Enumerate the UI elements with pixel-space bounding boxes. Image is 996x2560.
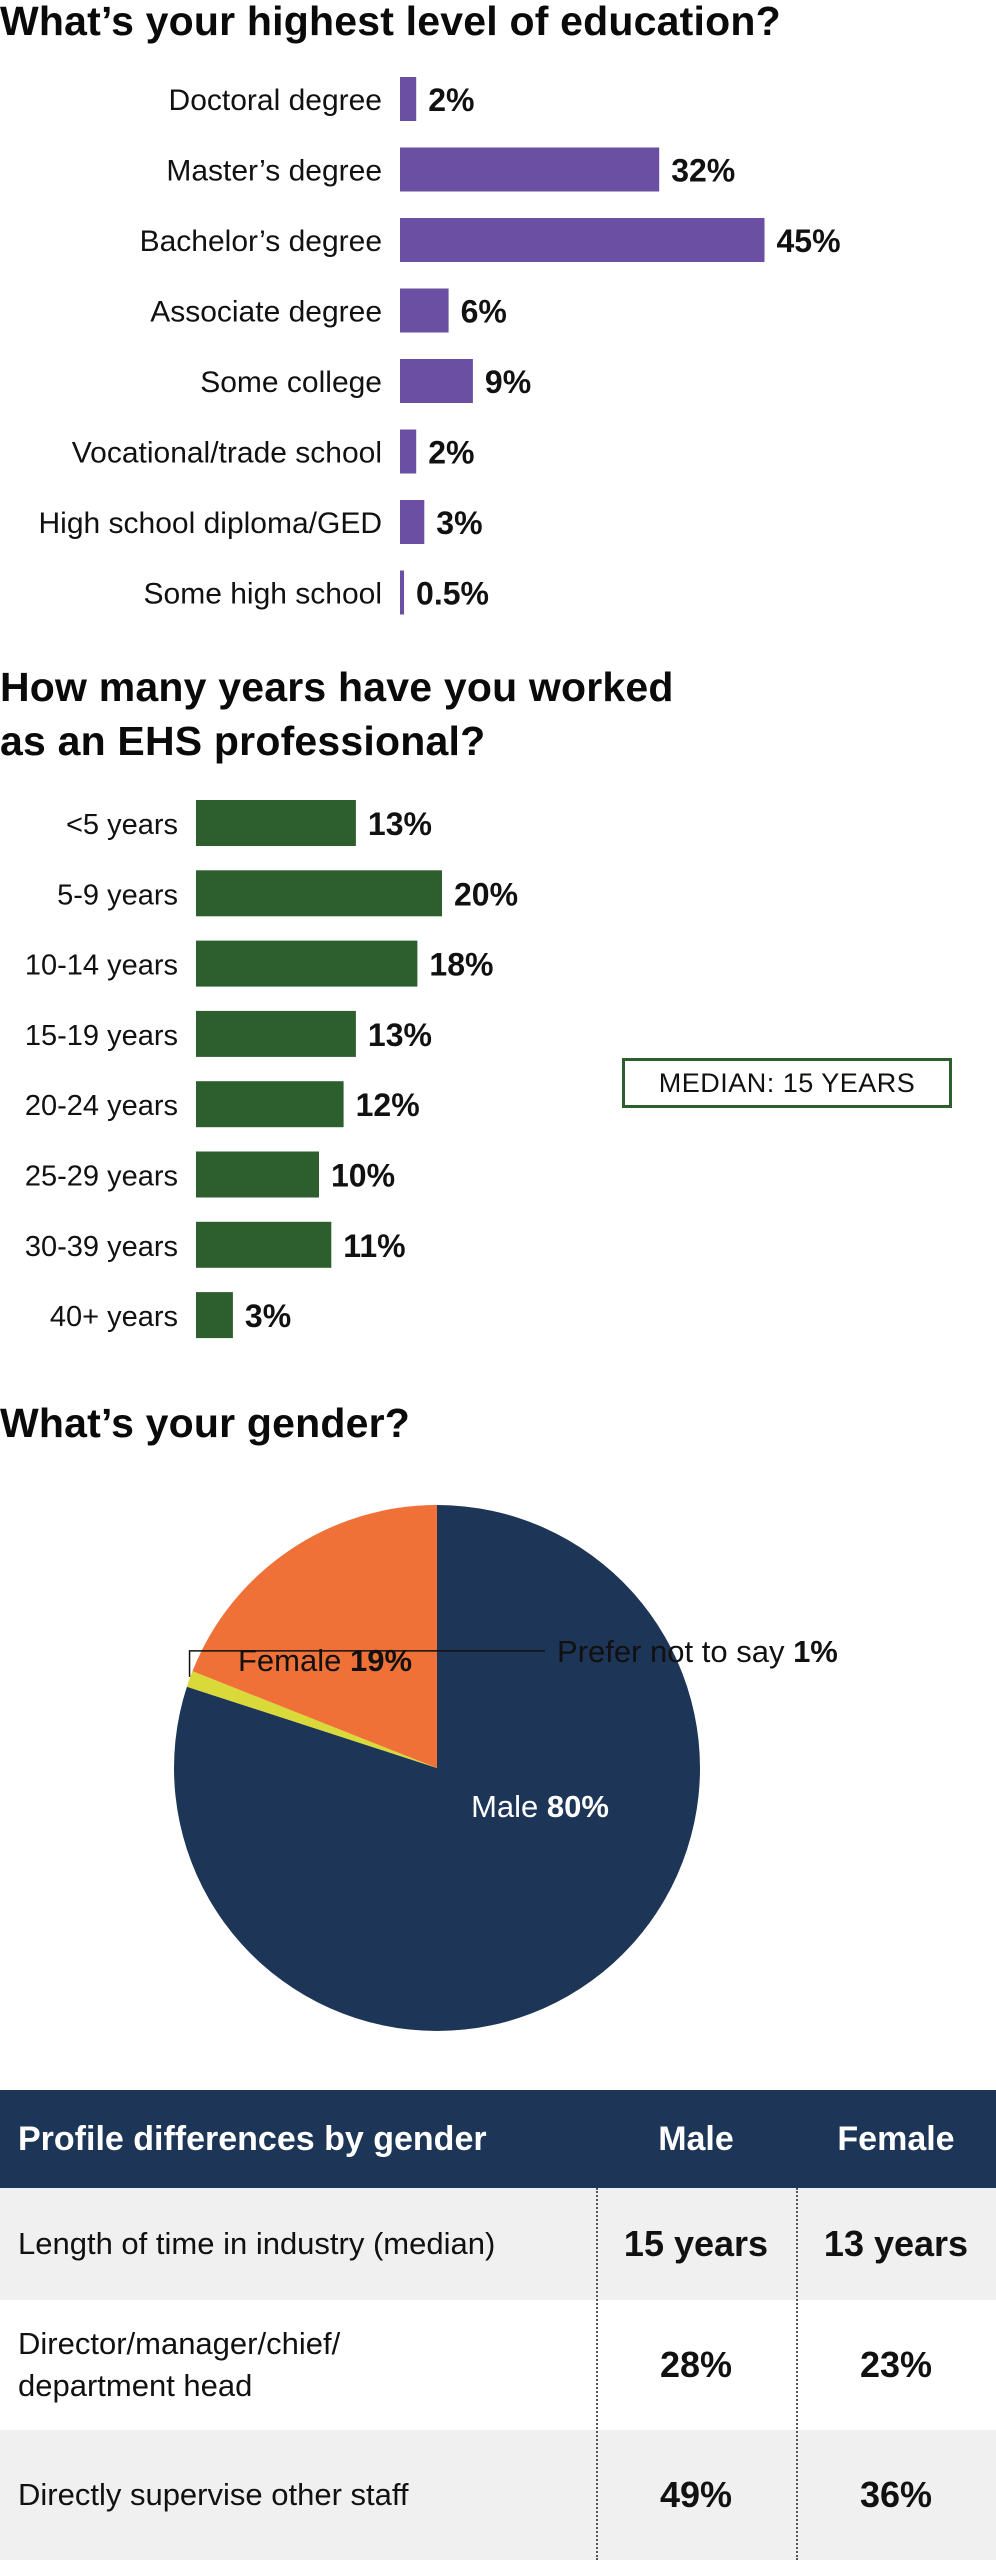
experience-category-label: 25-29 years [25,1161,178,1193]
row-label: Directly supervise other staff [18,2477,409,2512]
gender-pie-chart: Male 80% Female 19% Prefer not to say 1% [174,1505,838,2031]
education-value-label: 45% [777,223,841,259]
experience-value-label: 10% [331,1158,395,1194]
education-category-label: Master’s degree [166,155,382,188]
education-value-label: 2% [428,435,474,471]
experience-heading-line2: as an EHS professional? [0,718,486,764]
table-header-profile: Profile differences by gender [18,2119,487,2158]
experience-bar [196,1081,344,1128]
education-value-label: 2% [428,82,474,118]
experience-value-label: 13% [368,806,432,842]
row-female-value: 36% [859,2474,933,2515]
experience-bar [196,800,356,846]
experience-bar-chart: <5 years 13% 5-9 years 20% 10-14 years 18% 15-… [25,800,518,1339]
experience-value-label: 20% [454,876,518,912]
education-bar [400,500,425,544]
table-row: Length of time in industry (median) 15 y… [0,2188,996,2300]
experience-heading-line1: How many years have you worked [0,664,674,710]
experience-category-label: 30-39 years [25,1231,178,1263]
pie-slice-prefer-not-to-say [186,1671,437,1768]
experience-value-label: 3% [245,1298,291,1334]
education-value-label: 32% [671,153,735,189]
experience-value-label: 13% [368,1017,432,1053]
experience-category-label: <5 years [66,809,178,841]
education-bar [400,570,405,615]
row-male-value: 28% [659,2344,733,2385]
pie-leader-line [188,1650,545,1677]
row-male-value: 49% [659,2474,733,2515]
education-value-label: 3% [436,505,482,541]
education-bar [400,218,765,262]
table-header-male: Male [658,2119,734,2158]
education-category-label: High school diploma/GED [39,507,383,540]
row-label: Director/manager/chief/ department head [18,2326,341,2403]
experience-bar [196,1151,319,1198]
education-value-label: 0.5% [416,576,489,612]
pie-slice-female [192,1505,437,1768]
column-divider [596,2188,598,2560]
education-bar [400,288,449,333]
experience-category-label: 5-9 years [57,879,178,911]
experience-bar [196,870,442,917]
education-category-label: Associate degree [150,296,382,329]
column-divider [796,2188,798,2560]
table-row: Director/manager/chief/ department head … [0,2300,996,2430]
experience-category-label: 10-14 years [25,950,178,982]
education-bar [400,429,417,474]
education-bar-chart: Doctoral degree 2% Master’s degree 32% Bache… [39,77,841,615]
experience-category-label: 20-24 years [25,1090,178,1122]
gender-profile-table: Profile differences by gender Male Femal… [0,2090,996,2560]
pie-label-male: Male 80% [471,1789,609,1824]
experience-bar [196,1292,233,1339]
table-row: Directly supervise other staff 49% 36% [0,2430,996,2560]
education-value-label: 9% [485,364,531,400]
experience-category-label: 40+ years [50,1301,178,1333]
education-value-label: 6% [461,294,507,330]
experience-category-label: 15-19 years [25,1020,178,1052]
table-header-female: Female [837,2119,955,2158]
experience-bar [196,1010,356,1057]
row-male-value: 15 years [623,2223,769,2264]
education-category-label: Some college [200,366,382,399]
table-header-row: Profile differences by gender Male Femal… [0,2090,996,2188]
education-category-label: Some high school [144,578,382,611]
gender-heading: What’s your gender? [0,1400,411,1446]
row-female-value: 13 years [823,2223,969,2264]
experience-value-label: 11% [343,1228,405,1264]
median-badge: MEDIAN: 15 YEARS [622,1058,952,1108]
pie-label-prefer-not-to-say: Prefer not to say 1% [557,1634,838,1669]
education-category-label: Doctoral degree [169,84,382,117]
experience-value-label: 12% [356,1087,420,1123]
education-heading: What’s your highest level of education? [0,0,781,44]
experience-bar [196,940,418,987]
education-bar [400,359,473,403]
education-bar [400,147,660,192]
education-category-label: Vocational/trade school [72,437,382,470]
pie-label-female: Female 19% [238,1643,412,1678]
experience-value-label: 18% [429,947,493,983]
experience-bar [196,1221,332,1268]
education-category-label: Bachelor’s degree [140,225,382,258]
education-bar [400,77,417,121]
row-female-value: 23% [859,2344,933,2385]
row-label: Length of time in industry (median) [18,2226,496,2261]
